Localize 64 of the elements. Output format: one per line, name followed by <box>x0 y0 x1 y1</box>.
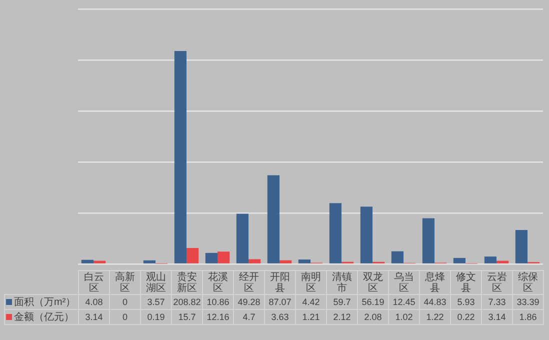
x-tick-label: 白云区 <box>78 270 110 294</box>
data-label: 59.7 <box>326 294 358 310</box>
bar <box>360 206 372 264</box>
data-label: 7.33 <box>482 294 512 310</box>
data-label: 33.39 <box>512 294 544 310</box>
bar <box>186 248 199 264</box>
bar <box>484 256 496 264</box>
data-label: 49.28 <box>234 294 264 310</box>
x-tick-label: 综保区 <box>512 270 544 294</box>
bar <box>453 258 466 264</box>
data-label: 3.57 <box>140 294 172 310</box>
data-label: 1.86 <box>512 310 544 324</box>
x-tick-label: 息烽县 <box>420 270 450 294</box>
data-label: 0.19 <box>140 310 172 324</box>
legend-label: 金额（亿元） <box>14 312 74 323</box>
x-tick-label: 经开区 <box>234 270 264 294</box>
x-tick-label: 清镇市 <box>326 270 358 294</box>
x-tick-label: 乌当区 <box>388 270 420 294</box>
data-label: 208.82 <box>172 294 202 310</box>
bar <box>329 203 342 264</box>
data-label: 3.14 <box>78 310 110 324</box>
data-label: 4.7 <box>234 310 264 324</box>
data-label: 4.08 <box>78 294 110 310</box>
data-label: 12.45 <box>388 294 420 310</box>
data-label: 1.02 <box>388 310 420 324</box>
data-label: 1.21 <box>296 310 326 324</box>
data-label: 5.93 <box>450 294 482 310</box>
data-label: 3.63 <box>264 310 296 324</box>
bar <box>391 251 404 264</box>
data-label: 12.16 <box>202 310 234 324</box>
data-label: 87.07 <box>264 294 296 310</box>
data-label: 0 <box>110 310 140 324</box>
bar <box>422 218 434 264</box>
bar <box>267 175 280 264</box>
data-label: 2.12 <box>326 310 358 324</box>
bar <box>143 260 156 264</box>
bar <box>218 252 230 264</box>
data-label: 44.83 <box>420 294 450 310</box>
data-label: 2.08 <box>358 310 388 324</box>
bar <box>94 260 106 264</box>
bar <box>81 260 94 264</box>
data-label: 10.86 <box>202 294 234 310</box>
legend-label: 面积（万m²） <box>14 297 76 308</box>
x-tick-label: 南明区 <box>296 270 326 294</box>
data-label: 0 <box>110 294 140 310</box>
bar <box>496 260 509 264</box>
bar <box>236 214 248 264</box>
bar <box>280 260 292 264</box>
bar <box>515 230 528 264</box>
data-label: 0.22 <box>450 310 482 324</box>
data-label: 15.7 <box>172 310 202 324</box>
bar <box>174 51 186 264</box>
bar <box>248 259 261 264</box>
bar <box>298 259 310 264</box>
data-label: 1.22 <box>420 310 450 324</box>
data-label: 3.14 <box>482 310 512 324</box>
data-label: 4.42 <box>296 294 326 310</box>
x-tick-label: 观山湖区 <box>140 270 172 294</box>
x-tick-label: 双龙区 <box>358 270 388 294</box>
bar <box>205 252 218 264</box>
x-tick-label: 云岩区 <box>482 270 512 294</box>
x-tick-label: 花溪区 <box>202 270 234 294</box>
data-label: 56.19 <box>358 294 388 310</box>
x-tick-label: 开阳县 <box>264 270 296 294</box>
